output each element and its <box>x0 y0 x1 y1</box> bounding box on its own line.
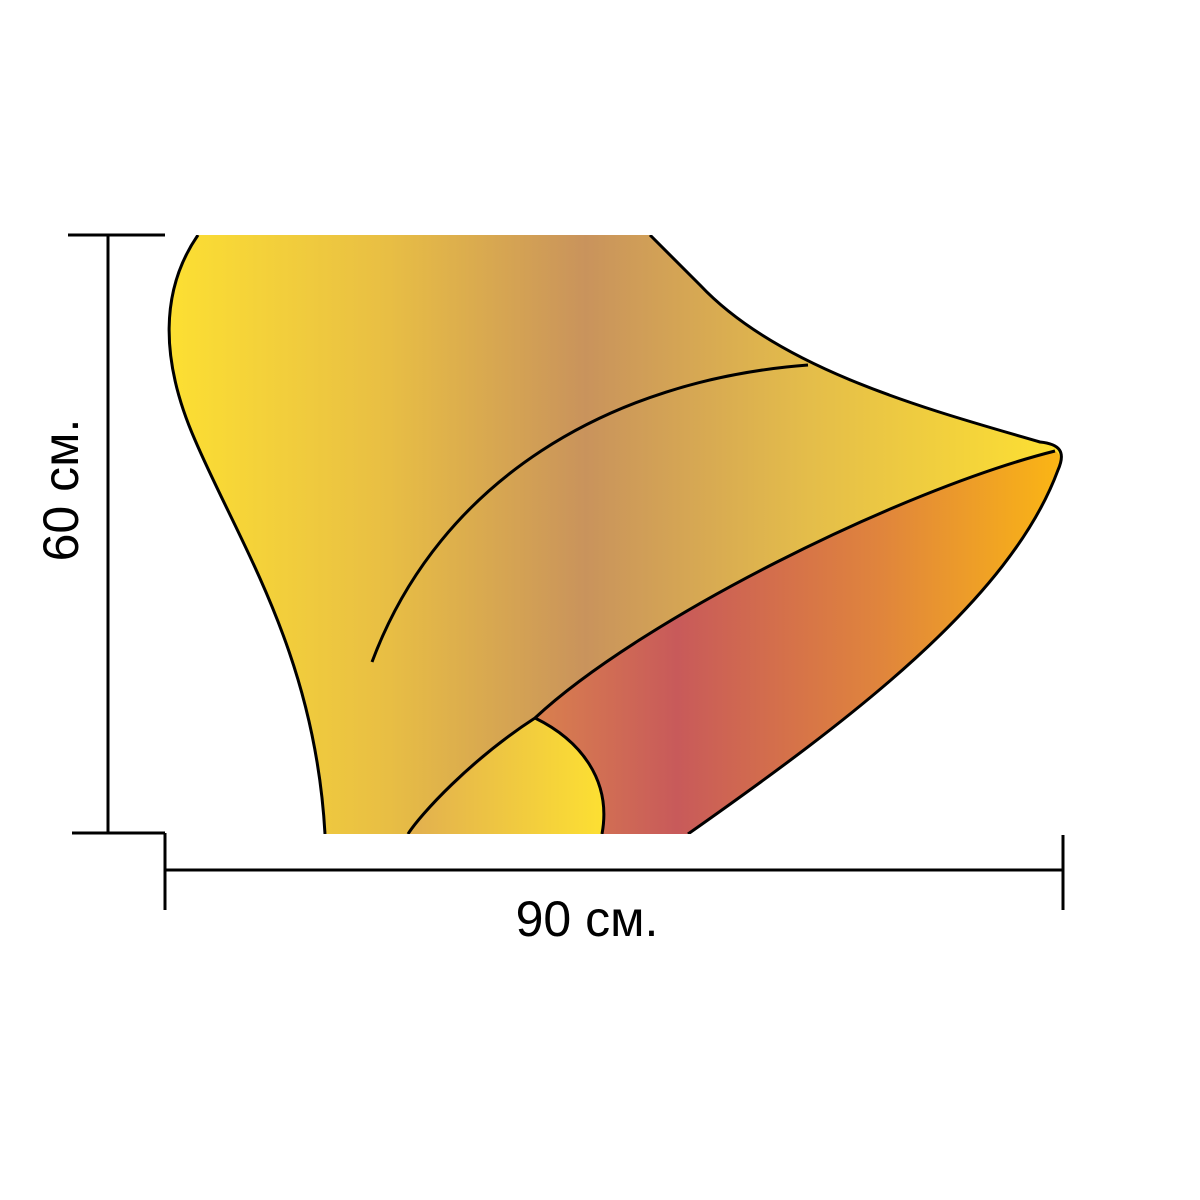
bell-clapper-outline <box>534 716 606 834</box>
height-dimension <box>68 233 165 835</box>
bell-illustration <box>167 235 1063 834</box>
bell-top-outline <box>648 235 1063 834</box>
width-dimension <box>163 833 1065 910</box>
bell-waist-line <box>370 363 809 663</box>
bell-clapper <box>408 718 604 834</box>
bell-left-outline <box>167 235 327 834</box>
bell-inner-surface <box>408 451 1061 834</box>
bell-rim-outline <box>406 449 1056 834</box>
height-label: 60 см. <box>33 419 89 562</box>
width-label: 90 см. <box>516 891 659 947</box>
